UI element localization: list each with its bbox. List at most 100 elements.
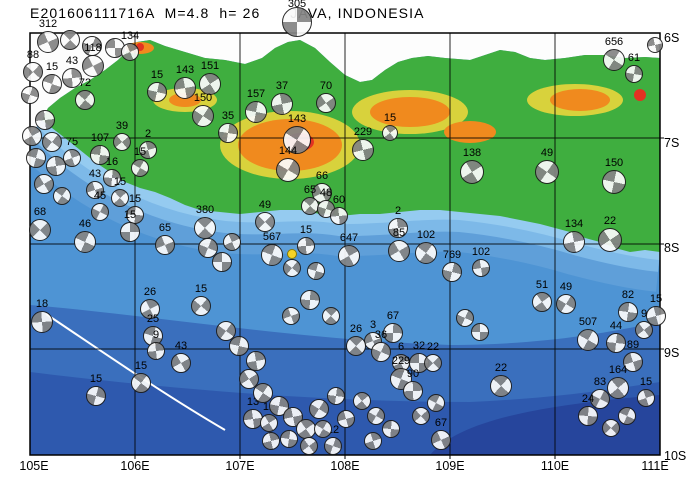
focal-mechanism-ball [556, 294, 576, 314]
focal-mechanism-ball [442, 262, 462, 282]
focal-mechanism-ball [74, 231, 96, 253]
focal-mechanism-ball [46, 156, 66, 176]
depth-label: 656 [604, 36, 624, 48]
focal-mechanism-ball [42, 132, 62, 152]
depth-label: 90 [406, 368, 420, 380]
depth-label: 22 [426, 341, 440, 353]
depth-label: 567 [262, 231, 282, 243]
focal-mechanism-ball [246, 351, 266, 371]
focal-mechanism-ball [29, 219, 51, 241]
graticule [30, 33, 660, 455]
focal-mechanism-ball [602, 170, 626, 194]
lat-tick-label: 9S [664, 346, 680, 360]
focal-mechanism-ball [131, 159, 149, 177]
focal-mechanism-ball [111, 189, 129, 207]
focal-mechanism-ball [415, 242, 437, 264]
depth-label: 9 [640, 308, 648, 320]
depth-label: 45 [93, 190, 107, 202]
focal-mechanism-ball [282, 7, 312, 37]
focal-mechanism-ball [282, 307, 300, 325]
focal-mechanism-ball [623, 352, 643, 372]
focal-mechanism-ball [330, 207, 348, 225]
mask-top [0, 0, 697, 33]
focal-mechanism-ball [283, 126, 311, 154]
depth-label: 60 [332, 194, 346, 206]
focal-mechanism-ball [337, 410, 355, 428]
depth-label: 2 [394, 205, 402, 217]
focal-mechanism-ball [338, 245, 360, 267]
focal-mechanism-ball [194, 217, 216, 239]
focal-mechanism-ball [218, 123, 238, 143]
lon-tick-label: 111E [641, 459, 669, 473]
focal-mechanism-ball [598, 228, 622, 252]
focal-mechanism-ball [21, 86, 39, 104]
focal-mechanism-ball [532, 292, 552, 312]
depth-label: 83 [593, 376, 607, 388]
depth-label: 102 [416, 229, 436, 241]
focal-mechanism-ball [62, 68, 82, 88]
focal-mechanism-ball [314, 420, 332, 438]
depth-label: 769 [442, 249, 462, 261]
focal-mechanism-ball [535, 160, 559, 184]
depth-label: 49 [540, 147, 554, 159]
focal-mechanism-ball [283, 259, 301, 277]
depth-label: 65 [158, 222, 172, 234]
focal-mechanism-ball [22, 126, 42, 146]
lon-tick-label: 106E [120, 459, 150, 473]
focal-mechanism-ball [280, 430, 298, 448]
depth-label: 380 [195, 204, 215, 216]
focal-mechanism-ball [618, 407, 636, 425]
depth-label: 15 [123, 209, 137, 221]
depth-label: 22 [603, 215, 617, 227]
focal-mechanism-ball [606, 333, 626, 353]
depth-label: 15 [639, 376, 653, 388]
depth-label: 312 [38, 18, 58, 30]
focal-mechanism-ball [412, 407, 430, 425]
focal-mechanism-ball [367, 407, 385, 425]
focal-mechanism-ball [324, 437, 342, 455]
depth-label: 49 [559, 281, 573, 293]
focal-mechanism-ball [139, 141, 157, 159]
mask-left [0, 0, 30, 485]
focal-mechanism-ball [131, 373, 151, 393]
focal-mechanism-ball [86, 386, 106, 406]
depth-label: 144 [278, 145, 298, 157]
depth-label: 66 [315, 170, 329, 182]
focal-mechanism-ball [316, 93, 336, 113]
focal-mechanism-ball [424, 354, 442, 372]
depth-label: 143 [175, 64, 195, 76]
lon-tick-label: 108E [330, 459, 360, 473]
depth-label: 143 [287, 113, 307, 125]
depth-label: 36 [374, 329, 388, 341]
focal-mechanism-ball [147, 342, 165, 360]
lon-tick-label: 107E [225, 459, 255, 473]
depth-label: 39 [115, 120, 129, 132]
focal-mechanism-ball [578, 406, 598, 426]
focal-mechanism-ball [309, 399, 329, 419]
focal-mechanism-ball [103, 169, 121, 187]
focal-mechanism-ball [63, 149, 81, 167]
focal-mechanism-ball [223, 233, 241, 251]
focal-mechanism-ball [603, 49, 625, 71]
focal-mechanism-ball [23, 62, 43, 82]
focal-mechanism-ball [602, 419, 620, 437]
depth-label: 48 [319, 187, 333, 199]
depth-label: 6 [397, 341, 405, 353]
focal-mechanism-ball [371, 342, 391, 362]
depth-label: 150 [193, 92, 213, 104]
focal-mechanism-ball [260, 414, 278, 432]
lon-tick-label: 109E [435, 459, 465, 473]
depth-label: 65 [303, 184, 317, 196]
elevation-blob [169, 93, 201, 107]
focal-mechanism-ball [563, 231, 585, 253]
focal-mechanism-ball [192, 105, 214, 127]
focal-mechanism-ball [471, 323, 489, 341]
focal-mechanism-ball [113, 133, 131, 151]
focal-mechanism-ball [90, 145, 110, 165]
depth-label: 15 [299, 224, 313, 236]
depth-label: 44 [609, 320, 623, 332]
depth-label: 3 [369, 319, 377, 331]
depth-label: 15 [113, 176, 127, 188]
focal-mechanism-ball [239, 369, 259, 389]
depth-label: 134 [564, 218, 584, 230]
